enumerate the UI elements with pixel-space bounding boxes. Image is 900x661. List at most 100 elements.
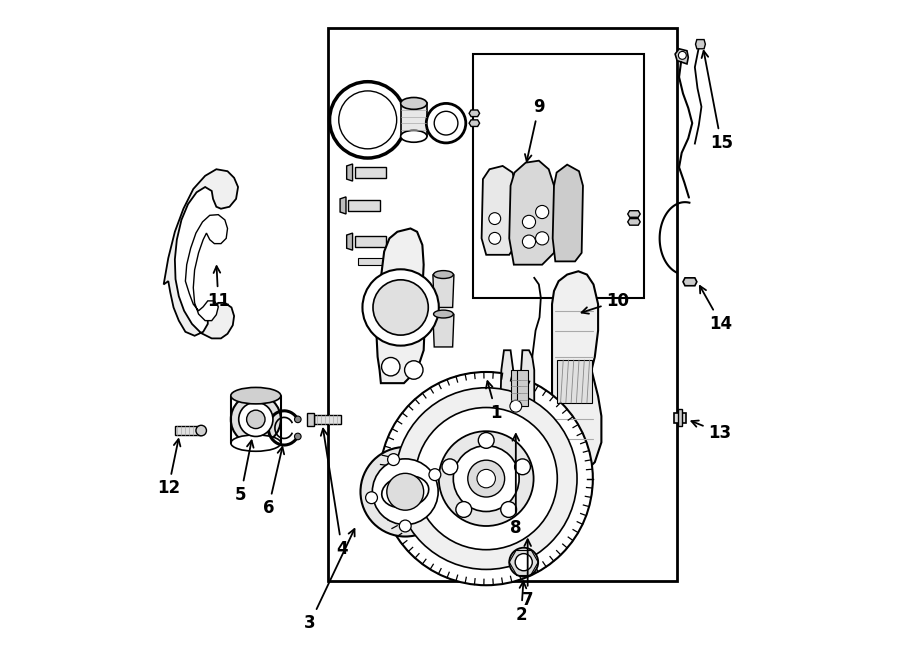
Circle shape [400, 520, 411, 532]
Circle shape [522, 235, 536, 249]
Circle shape [373, 280, 428, 335]
Text: 4: 4 [320, 429, 348, 558]
Polygon shape [557, 360, 592, 403]
Circle shape [427, 103, 466, 143]
Circle shape [454, 446, 519, 512]
Circle shape [382, 358, 400, 376]
Circle shape [294, 433, 302, 440]
Text: 10: 10 [581, 292, 629, 314]
Circle shape [489, 233, 500, 245]
Text: 11: 11 [207, 266, 230, 310]
Circle shape [365, 492, 377, 504]
Polygon shape [696, 40, 706, 49]
Circle shape [405, 361, 423, 379]
Text: 8: 8 [510, 434, 522, 537]
Polygon shape [518, 370, 527, 407]
Circle shape [536, 206, 549, 219]
Circle shape [238, 403, 273, 436]
Ellipse shape [400, 97, 427, 109]
Text: 3: 3 [304, 529, 355, 633]
Polygon shape [627, 211, 640, 217]
Circle shape [442, 459, 458, 475]
Circle shape [456, 502, 472, 518]
Text: 5: 5 [235, 440, 254, 504]
Circle shape [363, 269, 439, 346]
Polygon shape [314, 414, 341, 424]
Text: 9: 9 [525, 98, 544, 161]
Polygon shape [509, 161, 555, 264]
Polygon shape [358, 258, 384, 264]
Polygon shape [500, 350, 535, 429]
Circle shape [247, 410, 265, 428]
Circle shape [373, 459, 438, 525]
Polygon shape [348, 200, 380, 211]
Polygon shape [627, 219, 640, 225]
Polygon shape [400, 103, 427, 136]
Circle shape [536, 232, 549, 245]
Bar [473, 54, 644, 297]
Circle shape [489, 213, 500, 225]
Circle shape [434, 111, 458, 135]
Text: 2: 2 [516, 582, 526, 624]
Polygon shape [355, 167, 386, 178]
Polygon shape [376, 229, 425, 383]
Polygon shape [553, 165, 583, 261]
Polygon shape [510, 370, 521, 407]
Polygon shape [433, 274, 454, 307]
Circle shape [429, 469, 441, 481]
Text: 12: 12 [157, 439, 180, 498]
Polygon shape [469, 120, 480, 126]
Text: 13: 13 [691, 420, 732, 442]
Circle shape [509, 548, 538, 576]
Polygon shape [469, 110, 480, 116]
Ellipse shape [434, 310, 454, 318]
Bar [328, 28, 677, 580]
Text: 1: 1 [486, 381, 502, 422]
Polygon shape [482, 166, 516, 254]
Polygon shape [346, 164, 353, 181]
Circle shape [380, 372, 593, 585]
Circle shape [510, 401, 522, 412]
Text: 6: 6 [263, 447, 284, 517]
Circle shape [387, 473, 424, 510]
Polygon shape [175, 426, 202, 435]
Polygon shape [675, 49, 688, 64]
Text: 14: 14 [700, 286, 733, 333]
Ellipse shape [400, 130, 427, 142]
Polygon shape [340, 197, 346, 214]
Polygon shape [433, 314, 454, 347]
Circle shape [395, 388, 577, 569]
Polygon shape [185, 215, 228, 321]
Polygon shape [678, 409, 681, 426]
Polygon shape [552, 271, 601, 475]
Circle shape [415, 408, 557, 550]
Circle shape [230, 395, 281, 444]
Circle shape [500, 502, 517, 518]
Circle shape [196, 425, 206, 436]
Polygon shape [307, 412, 314, 426]
Circle shape [478, 432, 494, 448]
Circle shape [679, 52, 687, 59]
Circle shape [329, 82, 406, 158]
Ellipse shape [434, 270, 454, 278]
Circle shape [361, 447, 450, 537]
Circle shape [515, 459, 530, 475]
Circle shape [338, 91, 397, 149]
Circle shape [439, 431, 534, 526]
Text: 7: 7 [522, 539, 534, 609]
Ellipse shape [382, 476, 428, 508]
Polygon shape [683, 278, 697, 286]
Polygon shape [164, 169, 238, 338]
Circle shape [522, 215, 536, 229]
Polygon shape [346, 233, 353, 251]
Circle shape [468, 460, 505, 497]
Circle shape [388, 453, 400, 465]
Ellipse shape [230, 435, 281, 451]
Ellipse shape [230, 387, 281, 404]
Circle shape [477, 469, 495, 488]
Polygon shape [355, 237, 386, 247]
Circle shape [515, 554, 532, 570]
Text: 15: 15 [702, 51, 733, 152]
Circle shape [294, 416, 302, 422]
Polygon shape [674, 412, 686, 422]
